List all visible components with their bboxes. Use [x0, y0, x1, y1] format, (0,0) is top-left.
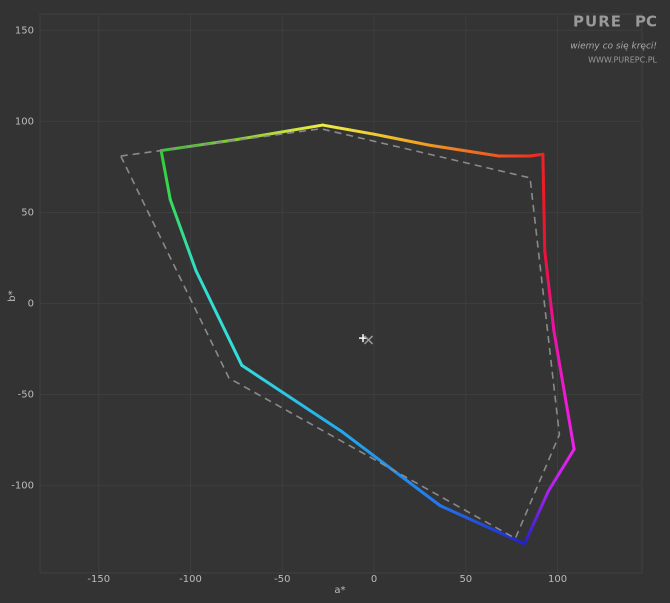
x-axis-label: a*: [334, 585, 345, 596]
slogan: wiemy co się kręci!: [570, 42, 657, 52]
y-axis-label: b*: [7, 290, 18, 301]
y-tick-label: 150: [15, 25, 34, 36]
x-tick-label: -50: [274, 574, 290, 585]
y-tick-label: 100: [15, 116, 34, 127]
measured-gamut: [546, 447, 576, 493]
measured-gamut: [438, 504, 527, 546]
reference-gamut: [120, 127, 561, 540]
plot-area: [39, 13, 643, 574]
watermark: PURE PC wiemy co się kręci! WWW.PUREPC.P…: [570, 13, 657, 65]
measured-gamut: [168, 198, 198, 273]
marker-stroke: [364, 335, 374, 345]
brand: PC: [635, 13, 657, 31]
brand: PURE: [573, 13, 622, 31]
x-tick-label: -150: [87, 574, 110, 585]
y-tick-label: 0: [28, 299, 34, 310]
measured-gamut: [234, 123, 325, 142]
x-tick-label: 50: [459, 574, 472, 585]
measured-gamut: [159, 149, 172, 202]
x-tick-label: -100: [179, 574, 202, 585]
measured-gamut: [528, 152, 545, 158]
measured-gamut: [372, 132, 431, 147]
measured-gamut: [427, 143, 501, 158]
measured-gamut: [552, 329, 576, 451]
x-tick-label: 100: [548, 574, 567, 585]
url: WWW.PUREPC.PL: [588, 56, 657, 65]
measured-gamut: [543, 249, 556, 333]
y-tick-label: 50: [21, 207, 34, 218]
measured-gamut: [541, 152, 547, 253]
y-tick-label: -50: [18, 390, 34, 401]
measured-gamut: [523, 489, 550, 546]
measured-gamut: [194, 269, 244, 367]
measured-gamut: [240, 363, 343, 433]
x-tick-label: 0: [371, 574, 377, 585]
measured-gamut: [321, 123, 376, 136]
y-tick-label: -100: [11, 481, 34, 492]
measured-gamut: [339, 429, 442, 508]
white-point: [364, 335, 374, 345]
